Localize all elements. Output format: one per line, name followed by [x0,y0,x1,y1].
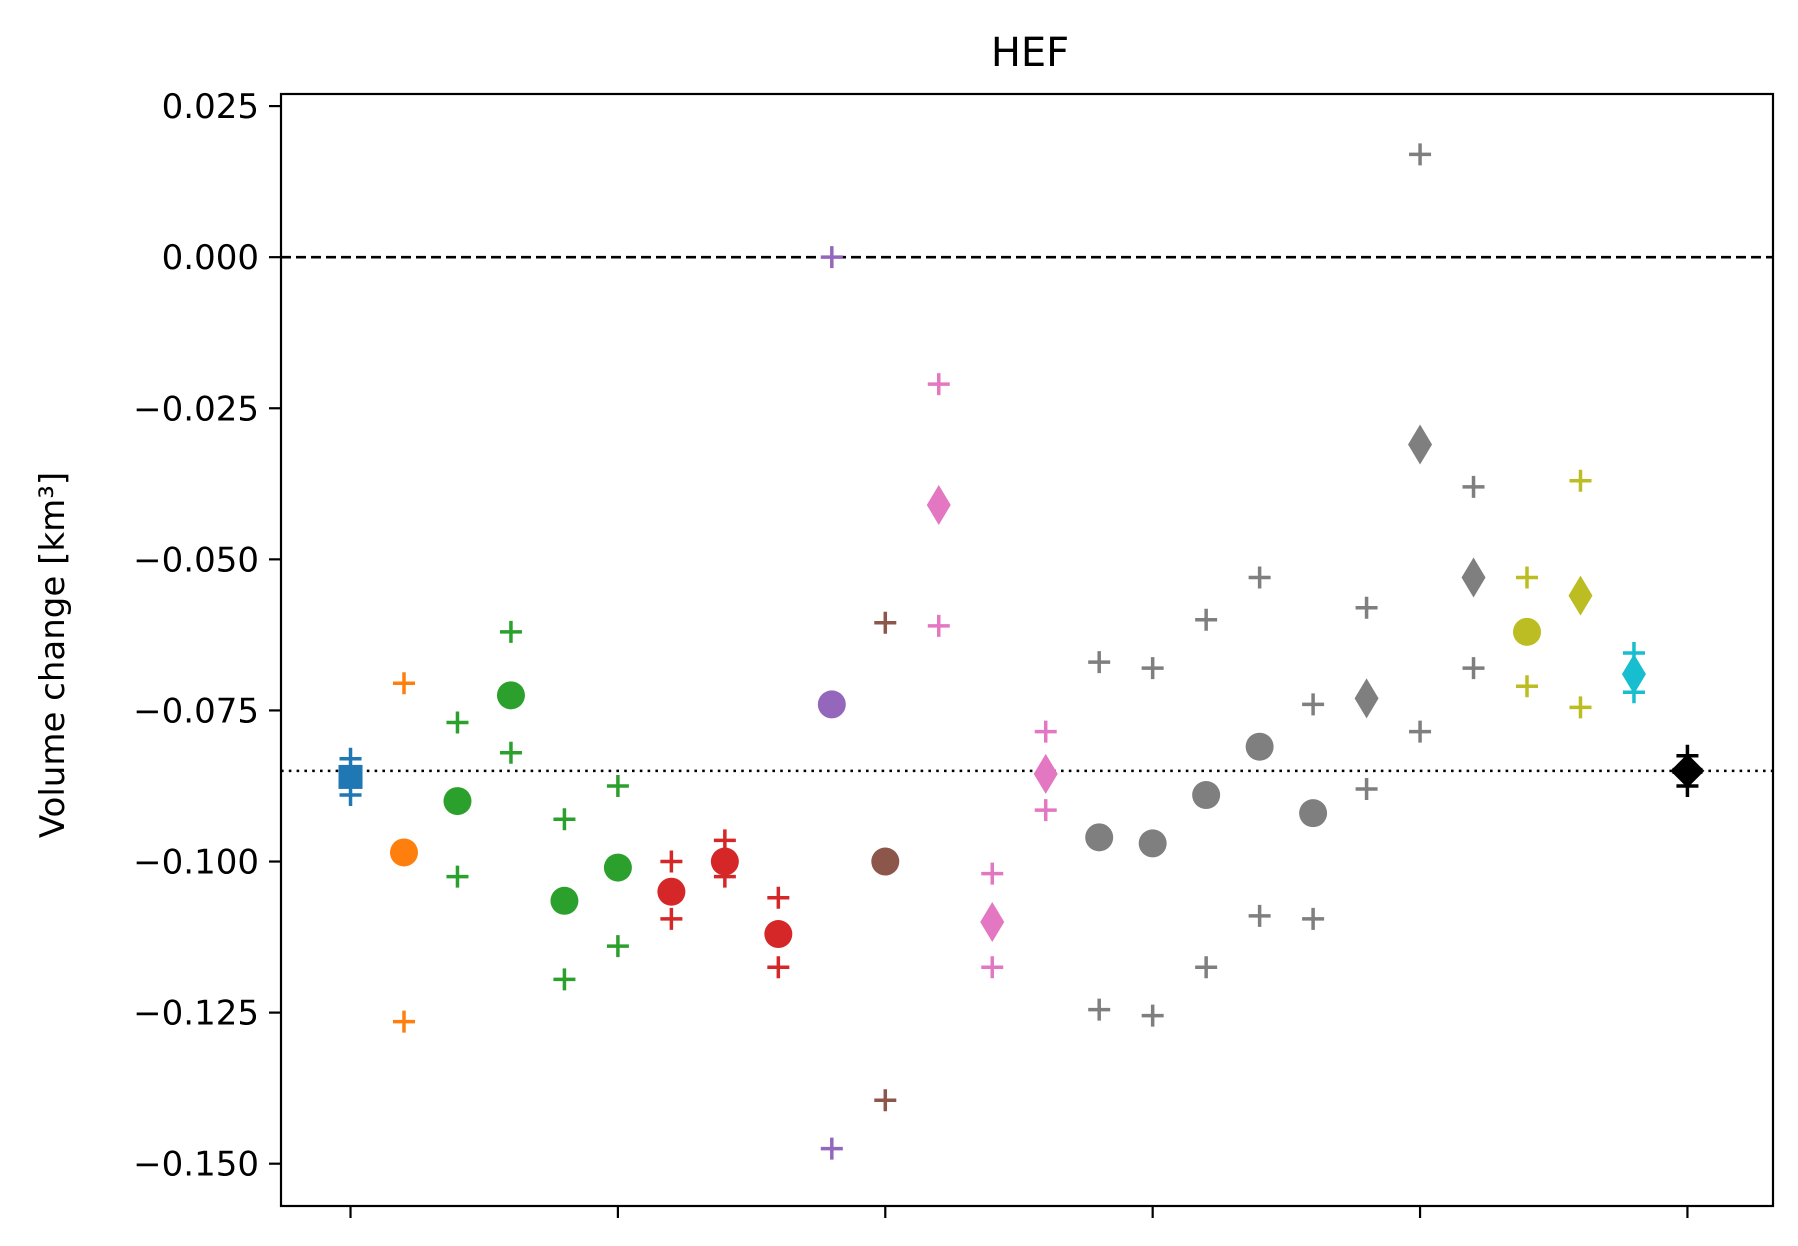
lower-bound-marker [1248,904,1271,927]
center-marker [710,847,739,876]
lower-bound-marker [553,968,576,991]
reference-lines [281,255,1773,773]
lower-bound-marker [1034,799,1057,822]
lower-bound-marker [1516,675,1539,698]
upper-bound-marker [1141,657,1164,680]
upper-bound-marker [1569,469,1592,492]
y-tick-label: 0.025 [162,87,259,127]
upper-bound-marker [660,850,683,873]
lower-bound-marker [660,907,683,930]
center-marker [496,681,525,710]
center-marker [1408,424,1433,465]
upper-bound-marker [1516,566,1539,589]
lower-bound-marker [1409,720,1432,743]
y-tick-label: −0.050 [133,540,259,580]
lower-bound-marker [606,935,629,958]
center-marker [1621,654,1646,695]
lower-bound-marker [1355,778,1378,800]
upper-bound-marker [606,774,629,797]
y-tick-label: −0.075 [133,691,259,731]
y-tick-label: −0.100 [133,843,259,883]
center-marker [817,690,846,719]
plot-area-frame [279,92,1775,1208]
y-tick-label: 0.000 [162,238,259,278]
data-markers [338,143,1705,1160]
center-marker [443,787,472,816]
upper-bound-marker [1409,143,1432,166]
lower-bound-marker [767,956,790,979]
center-marker [550,886,579,915]
upper-bound-marker [1462,475,1485,498]
center-marker [1568,575,1593,616]
center-cross-marker [1672,755,1703,786]
center-marker [1192,781,1221,810]
upper-bound-marker [767,886,790,909]
upper-bound-marker [446,711,469,734]
lower-bound-marker [1195,956,1218,979]
center-marker [1085,823,1114,852]
lower-bound-marker [927,614,950,637]
center-marker [1354,678,1379,719]
upper-bound-marker [1248,566,1271,589]
lower-bound-marker [392,1010,415,1033]
upper-bound-marker [981,862,1004,885]
center-marker [1033,753,1058,794]
upper-bound-marker [1302,693,1325,716]
lower-bound-marker [1141,1004,1164,1027]
lower-bound-marker [499,741,522,764]
y-axis-label: Volume change [km³] [33,472,73,838]
upper-bound-marker [1088,651,1111,674]
lower-bound-marker [820,1137,843,1160]
center-marker [871,847,900,876]
center-marker [1461,557,1486,598]
upper-bound-marker [927,373,950,396]
center-marker [1138,829,1167,858]
upper-bound-marker [553,808,576,831]
center-marker [657,877,686,906]
y-tick-label: −0.125 [133,994,259,1034]
center-marker [338,764,363,789]
lower-bound-marker [1088,998,1111,1021]
lower-bound-marker [1462,657,1485,680]
y-tick-label: −0.150 [133,1145,259,1185]
upper-bound-marker [820,246,843,269]
upper-bound-marker [1195,608,1218,631]
center-marker [926,484,951,525]
lower-bound-marker [1302,907,1325,930]
y-tick-label: −0.025 [133,389,259,429]
lower-bound-marker [981,956,1004,979]
upper-bound-marker [1034,720,1057,743]
center-marker [1513,617,1542,646]
upper-bound-marker [392,672,415,695]
y-axis-ticks: 0.025 0.000 −0.025 −0.050 −0.075 −0.100 −0.125… [133,87,281,1185]
lower-bound-marker [1569,696,1592,719]
center-marker [1245,732,1274,761]
chart-title: HEF [991,30,1069,76]
x-axis-ticks [349,1206,1689,1218]
center-marker [764,920,793,949]
lower-bound-marker [446,865,469,888]
center-marker [389,838,418,867]
upper-bound-marker [1355,596,1378,619]
lower-bound-marker [874,1089,897,1112]
center-marker [1299,799,1328,828]
upper-bound-marker [874,611,897,634]
upper-bound-marker [499,620,522,643]
center-marker [603,853,632,882]
center-marker [980,901,1005,942]
